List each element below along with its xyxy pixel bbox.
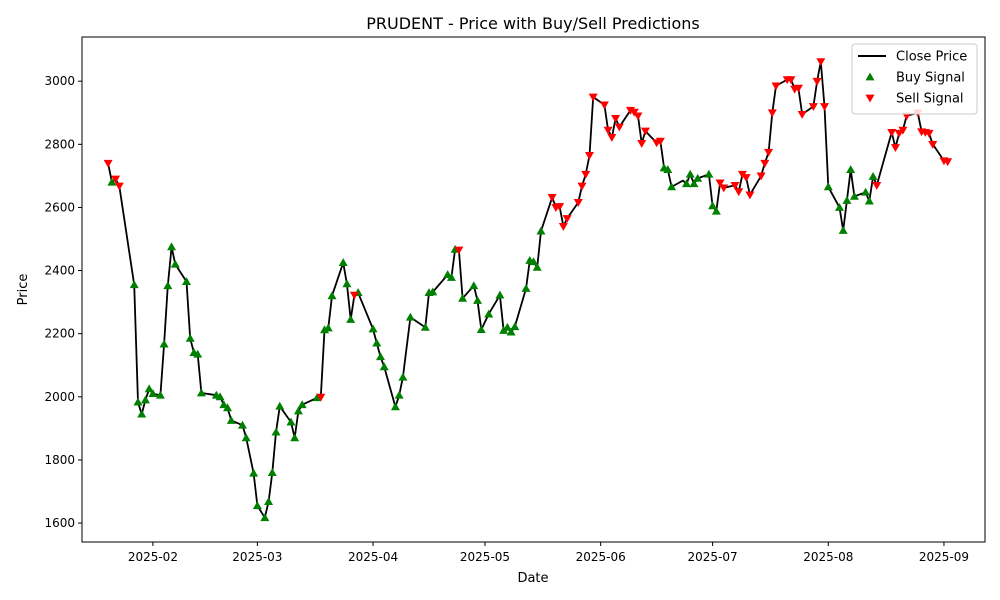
y-tick-label: 2200 xyxy=(44,327,75,341)
x-tick-label: 2025-06 xyxy=(576,550,626,564)
y-tick-label: 1800 xyxy=(44,453,75,467)
y-axis: 1600 1800 2000 2200 2400 2600 2800 3000 xyxy=(44,74,82,530)
y-axis-label: Price xyxy=(16,274,31,306)
x-tick-label: 2025-05 xyxy=(460,550,510,564)
x-tick-label: 2025-07 xyxy=(688,550,738,564)
legend-label: Close Price xyxy=(896,50,967,65)
y-tick-label: 2800 xyxy=(44,137,75,151)
y-tick-label: 1600 xyxy=(44,516,75,530)
plot-area xyxy=(82,37,985,542)
x-tick-label: 2025-08 xyxy=(803,550,853,564)
x-tick-label: 2025-09 xyxy=(919,550,969,564)
x-tick-label: 2025-04 xyxy=(348,550,398,564)
y-tick-label: 2400 xyxy=(44,264,75,278)
x-axis: 2025-02 2025-03 2025-04 2025-05 2025-06 2025-… xyxy=(128,542,969,564)
x-tick-label: 2025-03 xyxy=(232,550,282,564)
legend-label: Sell Signal xyxy=(896,92,964,107)
legend-label: Buy Signal xyxy=(896,71,965,86)
x-tick-label: 2025-02 xyxy=(128,550,178,564)
chart-title: PRUDENT - Price with Buy/Sell Prediction… xyxy=(366,14,700,33)
legend: Close Price Buy Signal Sell Signal xyxy=(852,44,977,114)
x-axis-label: Date xyxy=(517,571,548,586)
y-tick-label: 3000 xyxy=(44,74,75,88)
y-tick-label: 2600 xyxy=(44,200,75,214)
y-tick-label: 2000 xyxy=(44,390,75,404)
